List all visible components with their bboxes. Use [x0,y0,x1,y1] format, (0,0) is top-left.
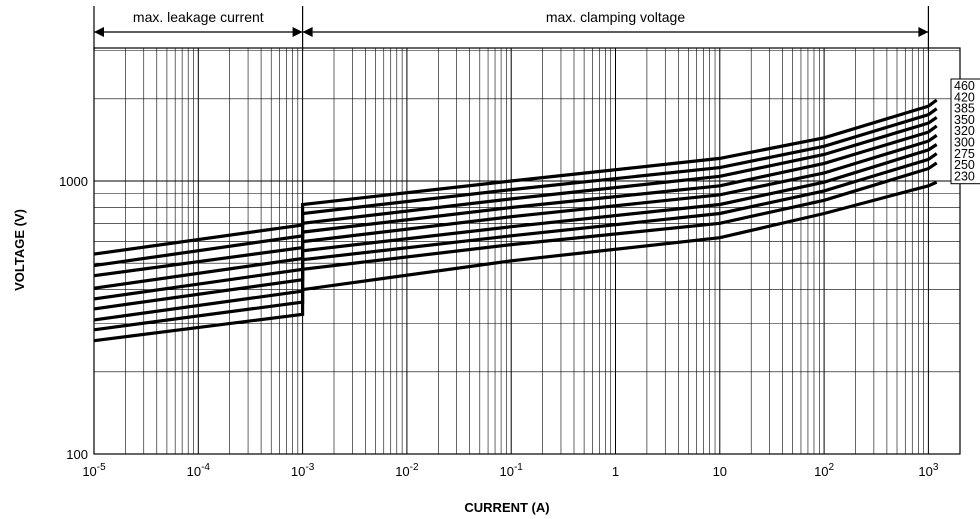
x-tick-label: 1 [612,464,619,479]
legend-label-320: 320 [954,124,975,138]
tick-labels: 10-5 10-4 10-3 10-2 10-1 1 10 102 103 100 1000 [59,174,939,479]
legend-label-250: 250 [954,158,975,172]
x-tick-label: 10-1 [500,462,524,479]
grid [93,48,961,455]
series-line-300 [93,143,938,311]
legend-label-230: 230 [954,169,975,183]
y-tick-label: 1000 [59,174,88,189]
legend-label-300: 300 [954,136,975,150]
x-tick-label: 10-3 [291,462,315,479]
x-axis-title: CURRENT (A) [464,500,549,515]
legend-box [950,78,980,185]
annotation-label: max. leakage current [133,9,264,25]
series-lines [93,98,938,343]
x-tick-label: 103 [918,462,938,479]
x-tick-label: 10-5 [82,462,106,479]
x-tick-label: 102 [814,462,834,479]
y-axis-title: VOLTAGE (V) [12,209,27,291]
series-line-230 [93,180,938,343]
legend-label-385: 385 [954,102,975,116]
series-line-420 [93,107,938,268]
legend-label-275: 275 [954,147,975,161]
legend-label-460: 460 [954,79,975,93]
legend-label-420: 420 [954,90,975,104]
x-tick-label: 10-2 [395,462,419,479]
plot-area-border [93,47,961,455]
legend-label-350: 350 [954,113,975,127]
annotation-label: max. clamping voltage [546,9,686,25]
x-tick-label: 10-4 [187,462,211,479]
range-annotation: max. clamping voltage [302,6,930,50]
range-annotation: max. leakage current [93,6,304,50]
range-annotations: max. leakage current max. clamping voltag… [93,6,930,50]
x-tick-label: 10 [713,464,727,479]
y-tick-label: 100 [66,447,88,462]
